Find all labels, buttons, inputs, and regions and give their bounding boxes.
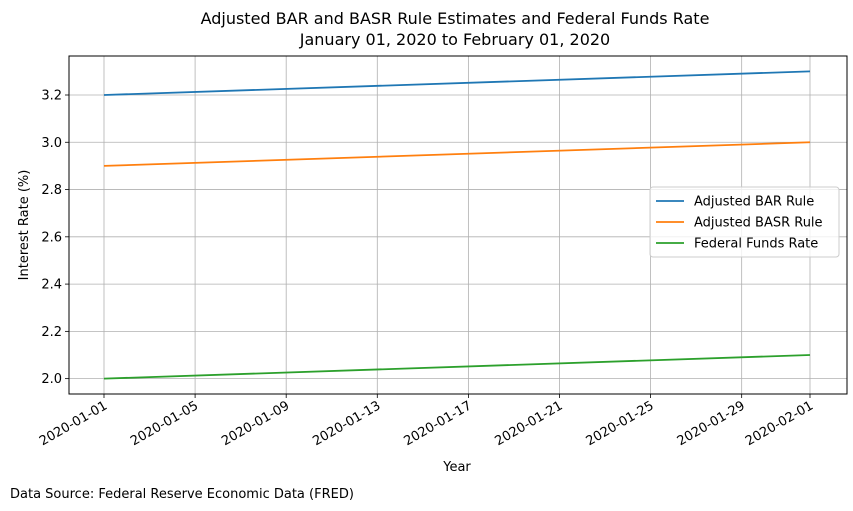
y-tick-label: 2.8 (41, 183, 62, 198)
x-axis-label: Year (442, 460, 471, 475)
series-lines (103, 70, 811, 380)
x-tick-label: 2020-01-13 (310, 398, 383, 449)
data-source-footer: Data Source: Federal Reserve Economic Da… (10, 487, 354, 502)
series-line-2 (103, 141, 811, 167)
legend-label: Adjusted BAR Rule (694, 195, 814, 210)
y-tick-label: 2.2 (41, 325, 62, 340)
legend-label: Adjusted BASR Rule (694, 216, 823, 231)
legend: Adjusted BAR Rule Adjusted BASR Rule Feder… (649, 186, 840, 258)
x-tick-label: 2020-01-25 (584, 398, 657, 449)
x-tick-label: 2020-01-05 (128, 398, 201, 449)
y-tick-label: 2.4 (41, 278, 62, 293)
x-tick-label: 2020-02-01 (743, 398, 816, 449)
x-tick-label: 2020-01-09 (219, 398, 292, 449)
legend-label: Federal Funds Rate (694, 237, 818, 252)
series-line-3 (103, 354, 811, 380)
x-tick-label: 2020-01-29 (675, 398, 748, 449)
y-tick-label: 2.0 (41, 372, 62, 387)
y-tick-label: 3.0 (41, 136, 62, 151)
y-axis-label: Interest Rate (%) (17, 170, 32, 281)
x-tick-label: 2020-01-17 (401, 398, 474, 449)
series-line-1 (103, 70, 811, 96)
plot-frame (68, 55, 848, 395)
y-tick-label: 2.6 (41, 230, 62, 245)
x-axis-ticks: 2020-01-01 2020-01-05 2020-01-09 2020-01-13… (37, 394, 816, 449)
y-tick-label: 3.2 (41, 89, 62, 104)
y-axis-ticks: 2.0 2.2 2.4 2.6 2.8 3.0 3.2 (41, 89, 69, 387)
legend-box (649, 186, 840, 258)
chart-title: Adjusted BAR and BASR Rule Estimates and… (201, 9, 710, 28)
x-tick-label: 2020-01-21 (493, 398, 566, 449)
chart-subtitle: January 01, 2020 to February 01, 2020 (299, 30, 610, 49)
x-tick-label: 2020-01-01 (37, 398, 110, 449)
